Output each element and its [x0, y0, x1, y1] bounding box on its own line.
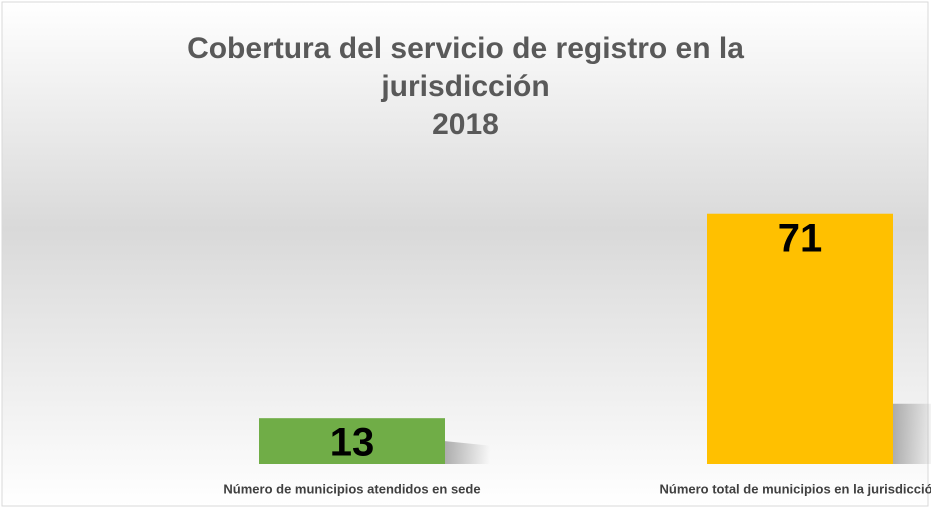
bar — [707, 213, 893, 464]
bar — [259, 418, 445, 464]
x-tick-label: Número de municipios atendidos en sede — [223, 481, 480, 496]
bar-shadow — [445, 441, 490, 464]
chart-subtitle: 2018 — [432, 108, 499, 141]
x-tick-label: Número total de municipios en la jurisdi… — [660, 481, 931, 496]
chart-title: Cobertura del servicio de registro en la… — [187, 32, 744, 103]
data-label: 13 — [330, 421, 375, 465]
data-label: 71 — [778, 216, 823, 260]
title-box: Cobertura del servicio de registro en la… — [187, 32, 744, 141]
bar-shadow — [893, 403, 931, 464]
